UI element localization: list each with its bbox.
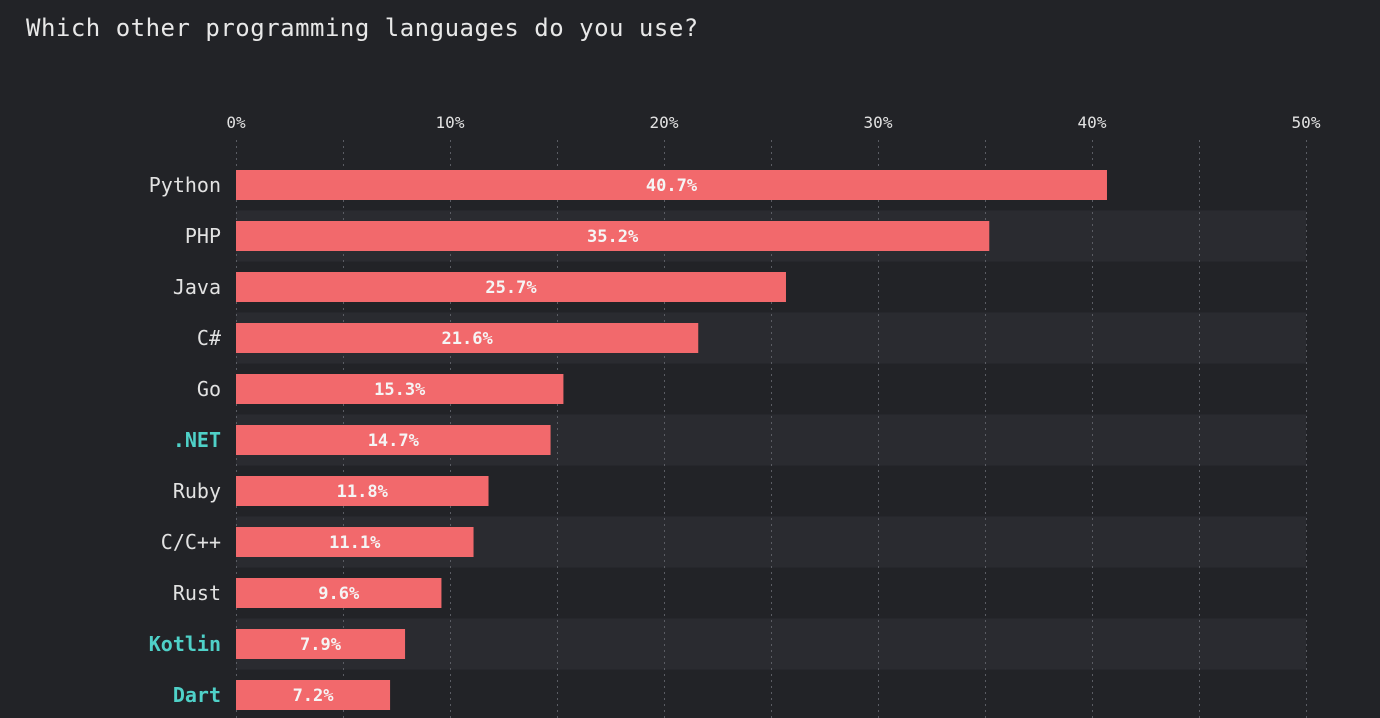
value-label: 21.6% xyxy=(442,329,494,349)
category-label: PHP xyxy=(185,224,221,248)
category-label: Go xyxy=(197,377,221,401)
x-tick-label: 0% xyxy=(226,113,246,132)
category-label: Dart xyxy=(173,683,221,707)
x-tick-label: 50% xyxy=(1292,113,1321,132)
x-axis-ticks: 0% 10% 20% 30% 40% 50% xyxy=(226,113,1320,132)
bar xyxy=(236,629,406,659)
category-label: Python xyxy=(149,173,221,197)
x-tick-label: 20% xyxy=(650,113,679,132)
bar xyxy=(236,374,564,404)
value-label: 40.7% xyxy=(646,176,698,196)
value-label: 11.8% xyxy=(337,482,389,502)
value-label: 35.2% xyxy=(587,227,639,247)
bar xyxy=(236,476,489,506)
x-tick-label: 30% xyxy=(864,113,893,132)
x-tick-label: 40% xyxy=(1078,113,1107,132)
category-label: .NET xyxy=(173,428,221,452)
x-tick-label: 10% xyxy=(436,113,465,132)
bar xyxy=(236,527,474,557)
value-label: 11.1% xyxy=(329,533,381,553)
bar xyxy=(236,272,786,302)
category-labels: Python PHP Java C# Go .NET Ruby C/C++ Rust Kotlin… xyxy=(149,173,221,707)
category-label: C/C++ xyxy=(161,530,221,554)
value-label: 25.7% xyxy=(485,278,537,298)
bar xyxy=(236,680,391,710)
category-label: Kotlin xyxy=(149,632,221,656)
category-label: Java xyxy=(173,275,221,299)
category-label: Rust xyxy=(173,581,221,605)
value-label: 9.6% xyxy=(318,584,360,604)
value-labels: 40.7% 35.2% 25.7% 21.6% 15.3% 14.7% 11.8% 11.1%… xyxy=(293,176,698,706)
value-label: 7.2% xyxy=(293,686,335,706)
bars xyxy=(236,170,1107,710)
bar xyxy=(236,578,442,608)
bar xyxy=(236,425,551,455)
value-label: 7.9% xyxy=(300,635,342,655)
category-label: C# xyxy=(197,326,221,350)
page-title: Which other programming languages do you… xyxy=(26,14,699,42)
bar xyxy=(236,323,699,353)
bar xyxy=(236,170,1107,200)
value-label: 15.3% xyxy=(374,380,426,400)
category-label: Ruby xyxy=(173,479,221,503)
bar xyxy=(236,221,990,251)
value-label: 14.7% xyxy=(368,431,420,451)
